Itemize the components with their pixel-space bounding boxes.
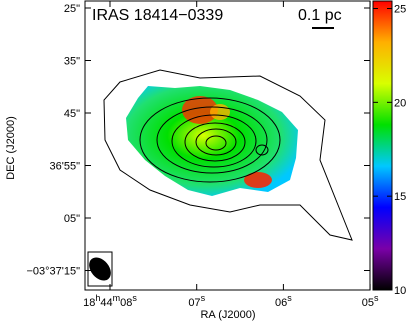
contour bbox=[255, 144, 269, 156]
colorbar-tick-label: 20 bbox=[394, 97, 406, 109]
colorbar-tick-label: 10 bbox=[394, 285, 406, 297]
hot-spot bbox=[210, 104, 230, 120]
emission bbox=[126, 86, 298, 196]
x-tick-label: 05s bbox=[362, 293, 379, 309]
contour bbox=[103, 69, 353, 241]
map-image bbox=[103, 69, 353, 241]
y-tick-label: 36'55" bbox=[50, 161, 81, 173]
colorbar bbox=[372, 0, 393, 291]
x-tick-label: 06s bbox=[275, 293, 292, 309]
contour bbox=[171, 114, 257, 168]
beam bbox=[89, 257, 111, 281]
chart-title: IRAS 18414−0339 bbox=[92, 7, 223, 24]
beam-box bbox=[87, 251, 113, 287]
plot-frame bbox=[84, 0, 371, 291]
y-tick-label: 35" bbox=[64, 56, 80, 68]
colorbar-tick-label: 15 bbox=[394, 191, 406, 203]
y-tick-label: −03°37'15" bbox=[26, 266, 80, 278]
contour bbox=[156, 106, 268, 174]
contour bbox=[205, 135, 227, 151]
contour bbox=[184, 122, 246, 162]
scale-label: 0.1 pc bbox=[298, 7, 342, 24]
contour bbox=[195, 128, 237, 156]
y-tick-label: 45" bbox=[64, 108, 80, 120]
y-tick-label: 25" bbox=[64, 3, 80, 15]
contour bbox=[139, 97, 281, 183]
x-axis-label: RA (J2000) bbox=[200, 309, 255, 321]
y-tick-label: 05" bbox=[64, 213, 80, 225]
colorbar-tick-label: 25 bbox=[394, 4, 406, 16]
hot-spot bbox=[244, 172, 272, 188]
x-tick-label: 07s bbox=[188, 293, 205, 309]
x-tick-label: 18h44m08s bbox=[83, 293, 137, 309]
y-axis-label: DEC (J2000) bbox=[5, 116, 17, 180]
hot-spot bbox=[182, 96, 218, 124]
